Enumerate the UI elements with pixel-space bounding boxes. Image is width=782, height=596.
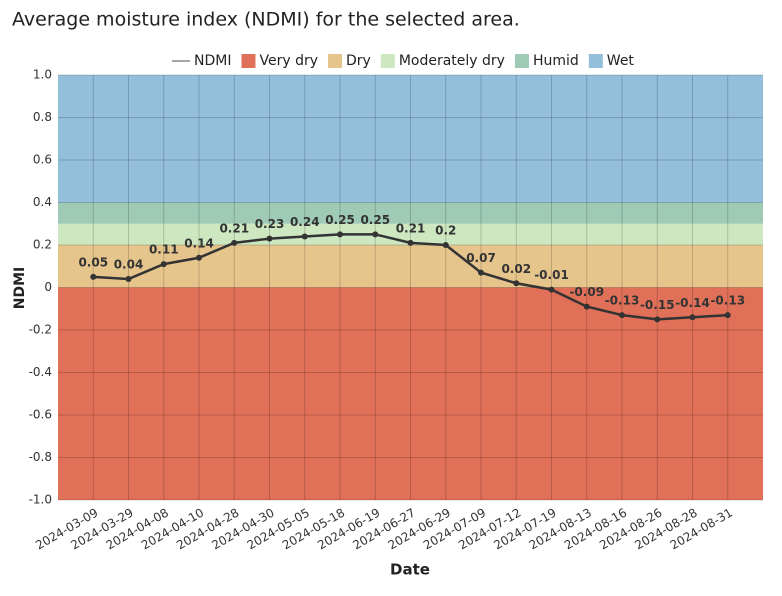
- legend: NDMI Very dry Dry Moderately dry Humid Wet: [172, 53, 634, 69]
- legend-swatch: [328, 54, 342, 68]
- y-tick-label: -0.8: [29, 450, 52, 464]
- point: [619, 312, 625, 319]
- data-label: -0.09: [569, 285, 604, 299]
- legend-label: Humid: [533, 53, 579, 69]
- data-label: 0.11: [149, 243, 179, 257]
- data-label: -0.01: [534, 268, 569, 282]
- band: [58, 223, 763, 245]
- point: [478, 269, 484, 276]
- band: [58, 287, 763, 500]
- y-tick-label: -0.6: [29, 408, 52, 422]
- y-tick-label: 0.8: [33, 110, 52, 124]
- point: [301, 233, 308, 240]
- y-tick-label: 1.0: [33, 68, 52, 82]
- point: [372, 231, 379, 238]
- band: [58, 202, 763, 224]
- legend-swatch: [588, 54, 603, 68]
- legend-label: Wet: [607, 53, 635, 69]
- band: [58, 245, 763, 288]
- data-label: 0.25: [325, 213, 355, 227]
- y-tick-label: -1.0: [29, 493, 52, 507]
- data-label: -0.14: [675, 296, 710, 310]
- band: [58, 75, 763, 203]
- data-label: 0.25: [360, 213, 390, 227]
- point: [654, 316, 661, 323]
- legend-label: Moderately dry: [399, 53, 505, 69]
- legend-label: Very dry: [259, 53, 318, 69]
- point: [583, 303, 590, 310]
- data-label: -0.13: [605, 294, 640, 308]
- data-label: 0.21: [396, 221, 426, 235]
- legend-swatch: [514, 54, 529, 68]
- legend-swatch: [241, 54, 256, 68]
- y-tick-label: 0.2: [33, 238, 52, 252]
- y-tick-label: 0: [44, 280, 52, 294]
- legend-label: NDMI: [194, 53, 231, 69]
- x-axis-label: Date: [390, 561, 430, 579]
- point: [442, 242, 449, 248]
- point: [407, 239, 414, 246]
- point: [266, 235, 273, 242]
- y-tick-label: -0.2: [29, 323, 52, 337]
- data-label: -0.13: [710, 294, 745, 308]
- point: [689, 314, 696, 321]
- point: [196, 254, 202, 261]
- data-label: -0.15: [640, 298, 675, 312]
- y-tick-label: 0.4: [33, 195, 52, 209]
- data-label: 0.07: [466, 251, 496, 265]
- data-label: 0.02: [501, 262, 531, 276]
- point: [125, 276, 132, 282]
- point: [90, 273, 97, 280]
- point: [548, 286, 555, 293]
- point: [160, 261, 167, 268]
- chart-title: Average moisture index (NDMI) for the se…: [12, 9, 520, 31]
- data-label: 0.2: [435, 224, 456, 238]
- y-tick-label: 0.6: [33, 153, 52, 167]
- data-label: 0.21: [219, 221, 249, 235]
- point: [513, 280, 520, 287]
- data-label: 0.24: [290, 215, 320, 229]
- data-label: 0.05: [78, 255, 108, 269]
- legend-label: Dry: [346, 53, 371, 69]
- point: [724, 312, 731, 319]
- data-label: 0.23: [255, 217, 285, 231]
- data-label: 0.04: [114, 258, 144, 272]
- legend-swatch: [380, 54, 395, 68]
- data-label: 0.14: [184, 236, 214, 250]
- point: [337, 231, 343, 238]
- y-tick-label: -0.4: [29, 365, 52, 379]
- point: [231, 239, 238, 246]
- y-axis-label: NDMI: [12, 267, 28, 309]
